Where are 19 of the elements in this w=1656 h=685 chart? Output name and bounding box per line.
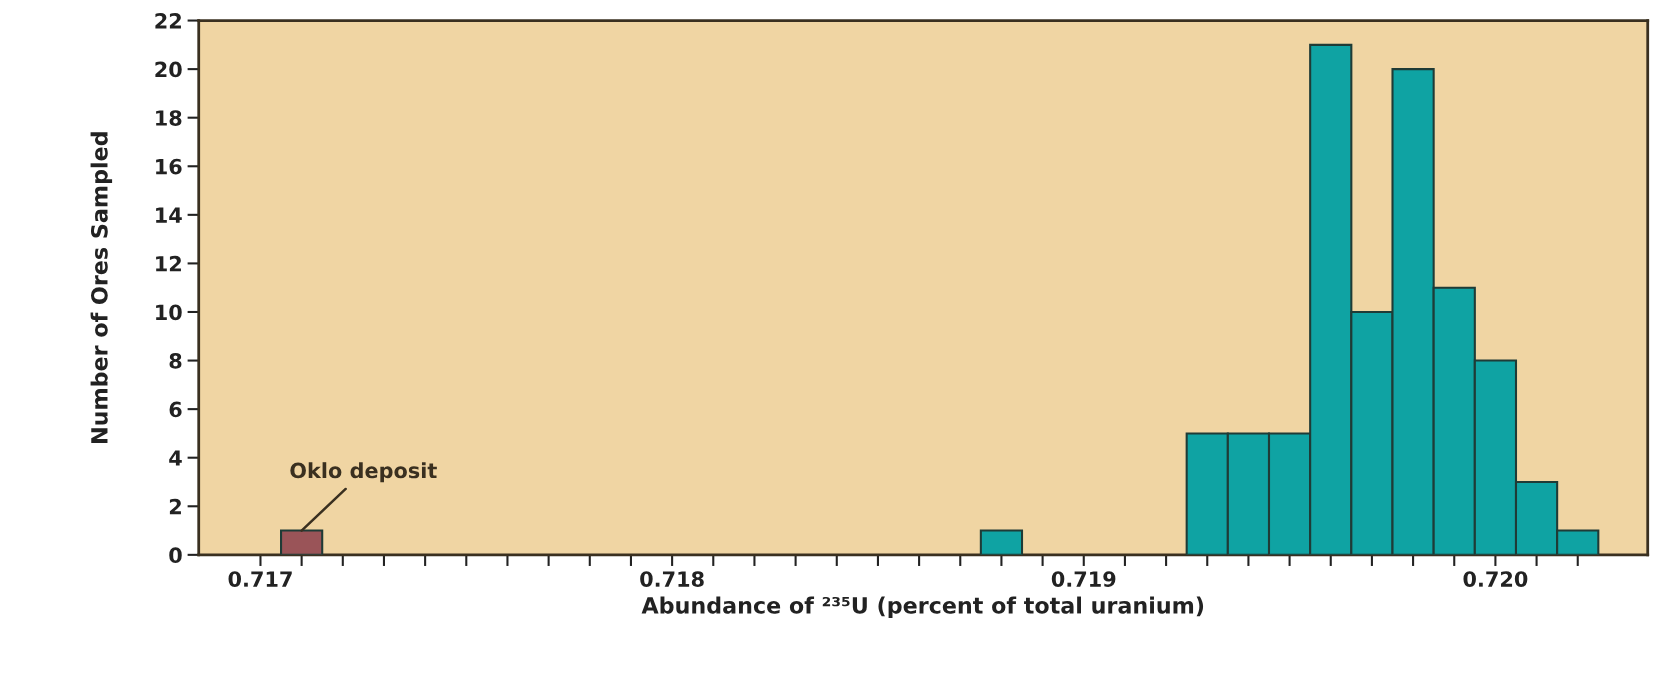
x-tick-label: 0.719	[1051, 571, 1116, 587]
y-tick-label: 16	[156, 158, 182, 175]
y-tick-label: 10	[156, 304, 182, 321]
y-tick-label: 14	[156, 207, 182, 223]
y-tick-label: 22	[155, 13, 181, 29]
x-axis-title: Abundance of ²³⁵U (percent of total uranium)	[641, 596, 1204, 619]
x-tick-label: 0.720	[1463, 571, 1528, 587]
y-tick-label: 6	[169, 401, 182, 418]
y-axis-title: Number of Ores Sampled	[90, 132, 113, 443]
y-tick-label: 8	[169, 353, 182, 369]
y-tick-label: 4	[169, 450, 182, 466]
x-tick-label: 0.717	[228, 571, 292, 587]
y-tick-label: 2	[169, 498, 181, 515]
y-tick-label: 0	[169, 547, 182, 564]
y-tick-label: 18	[156, 110, 182, 126]
y-tick-label: 20	[155, 61, 182, 78]
annotation: Oklo deposit	[290, 462, 437, 483]
x-tick-label: 0.718	[640, 571, 704, 587]
y-tick-label: 12	[156, 255, 181, 272]
